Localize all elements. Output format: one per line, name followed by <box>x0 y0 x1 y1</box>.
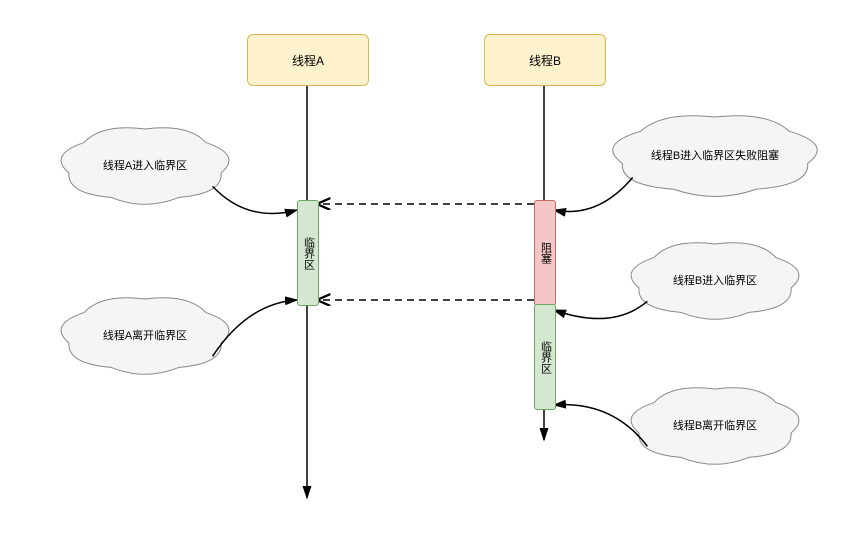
thread-b-box: 线程B <box>484 34 606 86</box>
activation-a-critical: 临界区 <box>297 200 319 306</box>
cloud-a_leave <box>61 298 229 374</box>
cloud-b_enter <box>631 243 799 319</box>
cloud-arrow-b_fail <box>554 178 633 212</box>
cloud-b_leave <box>631 388 799 464</box>
cloud-b_fail <box>613 116 817 197</box>
svg-layer <box>0 0 861 542</box>
cloud-arrow-b_enter <box>554 301 647 318</box>
activation-a-label: 临界区 <box>303 237 314 270</box>
thread-a-box: 线程A <box>247 34 369 86</box>
activation-b-blocked: 阻塞 <box>534 200 556 306</box>
activation-b-critical: 临界区 <box>534 304 556 410</box>
thread-a-label: 线程A <box>292 52 324 69</box>
cloud-a_enter <box>61 128 229 204</box>
cloud-arrow-a_enter <box>213 186 297 213</box>
activation-b-crit-label: 临界区 <box>540 341 551 374</box>
activation-b-block-label: 阻塞 <box>540 242 551 264</box>
thread-b-label: 线程B <box>529 52 561 69</box>
diagram-stage: 线程A 线程B 临界区 阻塞 临界区 线程A进入临界区线程A离开临界区线程B进入… <box>0 0 861 542</box>
